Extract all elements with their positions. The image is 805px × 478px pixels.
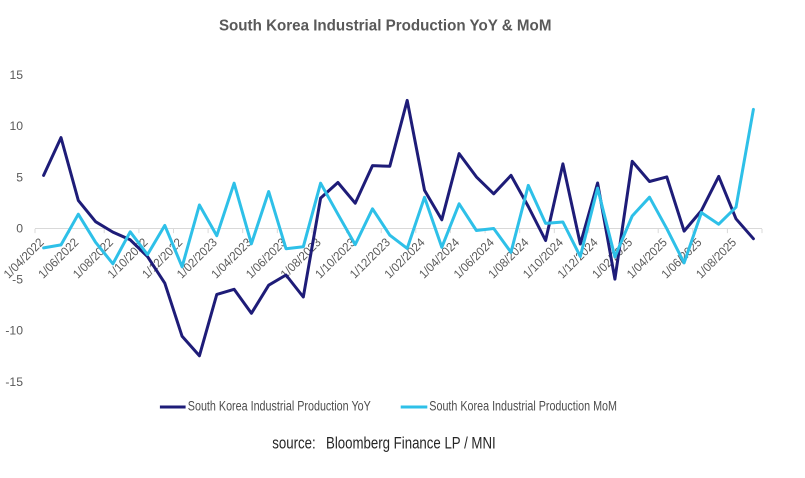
svg-text:South Korea Industrial Product: South Korea Industrial Production YoY [188, 398, 371, 413]
svg-text:15: 15 [9, 68, 23, 82]
svg-text:5: 5 [16, 170, 23, 184]
svg-text:10: 10 [9, 119, 23, 133]
svg-text:South Korea Industrial Product: South Korea Industrial Production YoY & … [219, 18, 552, 35]
svg-text:0: 0 [16, 221, 23, 235]
svg-text:-15: -15 [5, 375, 23, 389]
svg-text:-5: -5 [12, 273, 23, 287]
svg-text:-10: -10 [5, 324, 23, 338]
svg-text:South Korea Industrial Product: South Korea Industrial Production MoM [429, 398, 617, 413]
svg-text:source: Bloomberg Finance LP: source: Bloomberg Finance LP / MNI [272, 434, 495, 452]
